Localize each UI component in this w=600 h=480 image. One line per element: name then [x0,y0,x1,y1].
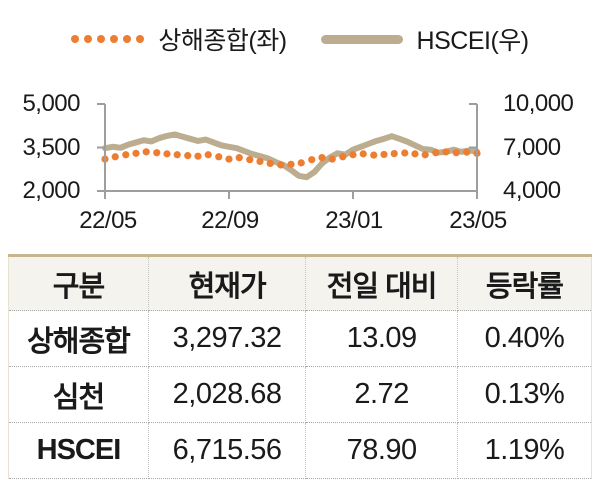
cell-price: 2,028.68 [148,366,307,423]
dual-axis-line-chart: 5,000 3,500 2,000 10,000 7,000 4,000 22/… [0,75,600,247]
cell-change: 78.90 [305,422,458,479]
table-row-shenzhen: 심천 2,028.68 2.72 0.13% [8,366,592,423]
x-axis-tick-2301: 23/01 [325,207,383,234]
cell-name: HSCEI [8,422,149,479]
chart-legend: 상해종합(좌) HSCEI(우) [0,18,600,60]
cell-change: 2.72 [305,366,458,423]
header-rate: 등락률 [457,255,592,311]
legend-item-shanghai: 상해종합(좌) [71,21,287,57]
table-row-hscei: HSCEI 6,715.56 78.90 1.19% [8,422,592,479]
hscei-solid-line-swatch [320,34,403,44]
header-change: 전일 대비 [305,255,458,311]
left-axis-tick-3500: 3,500 [22,134,80,161]
legend-label-shanghai: 상해종합(좌) [158,27,287,55]
x-axis-tick-2209: 22/09 [201,207,259,234]
right-axis-tick-10000: 10,000 [503,90,574,117]
chart-svg [97,103,481,199]
table-header-row: 구분 현재가 전일 대비 등락률 [8,255,592,311]
right-axis-tick-7000: 7,000 [503,134,561,161]
shanghai-dotted-line-swatch [71,35,145,43]
x-axis-tick-2205: 22/05 [79,207,137,234]
cell-rate: 0.40% [457,310,592,367]
legend-item-hscei: HSCEI(우) [320,21,530,57]
right-axis-tick-4000: 4,000 [503,177,561,204]
cell-name: 상해종합 [8,310,149,367]
legend-label-hscei: HSCEI(우) [416,27,530,55]
cell-name: 심천 [8,366,149,423]
cell-price: 3,297.32 [148,310,307,367]
table-row-shanghai: 상해종합 3,297.32 13.09 0.40% [8,310,592,367]
left-axis-tick-2000: 2,000 [22,177,80,204]
header-category: 구분 [8,255,149,311]
cell-rate: 0.13% [457,366,592,423]
cell-change: 13.09 [305,310,458,367]
left-axis-tick-5000: 5,000 [22,90,80,117]
cell-price: 6,715.56 [148,422,307,479]
cell-rate: 1.19% [457,422,592,479]
quote-table: 구분 현재가 전일 대비 등락률 상해종합 3,297.32 13.09 0.4… [8,254,592,479]
x-axis-tick-2305: 23/05 [449,207,507,234]
header-price: 현재가 [148,255,307,311]
